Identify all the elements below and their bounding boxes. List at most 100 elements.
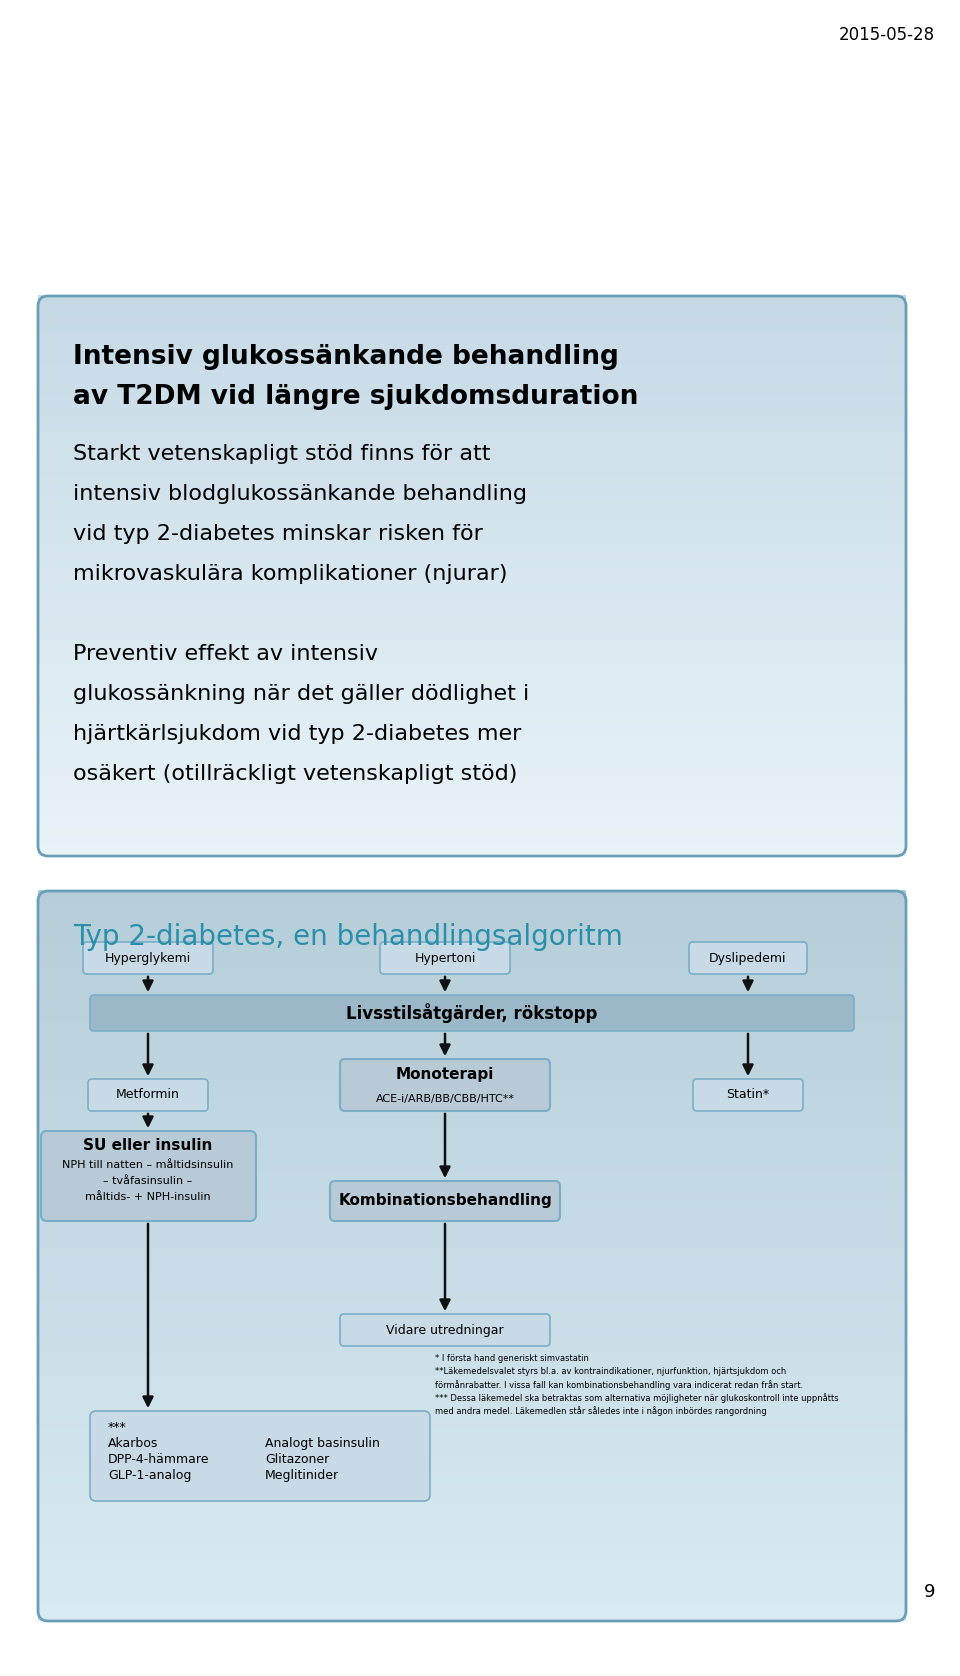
Bar bbox=[38, 1218, 906, 1229]
Bar bbox=[38, 1420, 906, 1430]
Bar bbox=[38, 1083, 906, 1091]
Bar bbox=[38, 900, 906, 910]
Bar bbox=[38, 1539, 906, 1549]
Bar bbox=[38, 1027, 906, 1037]
Bar bbox=[38, 918, 906, 927]
Bar bbox=[38, 548, 906, 555]
Bar bbox=[38, 1265, 906, 1274]
Text: Starkt vetenskapligt stöd finns för att: Starkt vetenskapligt stöd finns för att bbox=[73, 444, 491, 464]
Text: GLP-1-analog: GLP-1-analog bbox=[108, 1468, 191, 1482]
Bar bbox=[38, 533, 906, 541]
Bar bbox=[38, 1019, 906, 1027]
Bar bbox=[38, 302, 906, 310]
Bar bbox=[38, 1512, 906, 1520]
Bar bbox=[38, 1584, 906, 1594]
Bar bbox=[38, 1493, 906, 1502]
Bar bbox=[38, 964, 906, 974]
Text: intensiv blodglukossänkande behandling: intensiv blodglukossänkande behandling bbox=[73, 484, 527, 504]
Bar bbox=[38, 568, 906, 577]
Bar bbox=[38, 359, 906, 365]
Bar bbox=[38, 1319, 906, 1329]
Bar bbox=[38, 540, 906, 548]
Bar bbox=[38, 908, 906, 918]
Bar bbox=[38, 1446, 906, 1456]
Bar bbox=[38, 401, 906, 407]
Bar bbox=[38, 379, 906, 387]
Bar bbox=[38, 786, 906, 793]
Bar bbox=[38, 736, 906, 744]
Text: ***: *** bbox=[108, 1421, 127, 1433]
Bar bbox=[38, 716, 906, 722]
Bar bbox=[38, 1009, 906, 1019]
Bar bbox=[38, 421, 906, 429]
Bar bbox=[38, 1301, 906, 1311]
Bar bbox=[38, 414, 906, 422]
Bar bbox=[38, 1520, 906, 1530]
Bar bbox=[38, 645, 906, 654]
Bar bbox=[38, 1456, 906, 1466]
FancyBboxPatch shape bbox=[693, 1079, 803, 1111]
Bar bbox=[38, 407, 906, 416]
Text: Statin*: Statin* bbox=[727, 1088, 770, 1101]
Bar bbox=[38, 729, 906, 737]
Bar bbox=[38, 330, 906, 339]
Text: * I första hand generiskt simvastatin: * I första hand generiskt simvastatin bbox=[435, 1354, 588, 1363]
Bar bbox=[38, 1401, 906, 1411]
FancyBboxPatch shape bbox=[88, 1079, 208, 1111]
Bar bbox=[38, 927, 906, 937]
Text: 9: 9 bbox=[924, 1584, 935, 1601]
Text: Hyperglykemi: Hyperglykemi bbox=[105, 952, 191, 964]
Bar bbox=[38, 972, 906, 982]
Bar bbox=[38, 429, 906, 436]
Bar bbox=[38, 722, 906, 731]
Bar bbox=[38, 394, 906, 401]
Bar bbox=[38, 1329, 906, 1337]
Bar bbox=[38, 1547, 906, 1557]
Bar bbox=[38, 1438, 906, 1448]
Bar bbox=[38, 1311, 906, 1321]
Bar bbox=[38, 337, 906, 345]
Text: Analogt basinsulin: Analogt basinsulin bbox=[265, 1436, 380, 1450]
FancyBboxPatch shape bbox=[340, 1059, 550, 1111]
Text: 2015-05-28: 2015-05-28 bbox=[839, 27, 935, 44]
Text: ACE-i/ARB/BB/CBB/HTC**: ACE-i/ARB/BB/CBB/HTC** bbox=[375, 1094, 515, 1104]
Bar bbox=[38, 639, 906, 645]
Bar bbox=[38, 659, 906, 667]
FancyBboxPatch shape bbox=[689, 942, 807, 974]
Text: Glitazoner: Glitazoner bbox=[265, 1453, 329, 1465]
Bar bbox=[38, 778, 906, 786]
Bar bbox=[38, 1091, 906, 1101]
Bar bbox=[38, 890, 906, 900]
Bar bbox=[38, 1155, 906, 1165]
Text: DPP-4-hämmare: DPP-4-hämmare bbox=[108, 1453, 209, 1465]
Bar bbox=[38, 513, 906, 520]
Bar bbox=[38, 1001, 906, 1009]
Bar bbox=[38, 1210, 906, 1220]
Bar bbox=[38, 345, 906, 352]
Text: vid typ 2-diabetes minskar risken för: vid typ 2-diabetes minskar risken för bbox=[73, 525, 483, 545]
Text: Dyslipedemi: Dyslipedemi bbox=[709, 952, 787, 964]
Bar bbox=[38, 442, 906, 449]
Text: Vidare utredningar: Vidare utredningar bbox=[386, 1324, 504, 1336]
Text: Preventiv effekt av intensiv: Preventiv effekt av intensiv bbox=[73, 644, 378, 664]
Bar bbox=[38, 764, 906, 773]
FancyBboxPatch shape bbox=[90, 996, 854, 1031]
FancyBboxPatch shape bbox=[380, 942, 510, 974]
Text: osäkert (otillräckligt vetenskapligt stöd): osäkert (otillräckligt vetenskapligt stö… bbox=[73, 764, 517, 784]
Bar bbox=[38, 835, 906, 841]
Bar bbox=[38, 1036, 906, 1046]
Bar bbox=[38, 982, 906, 992]
Text: Akarbos: Akarbos bbox=[108, 1436, 158, 1450]
Bar bbox=[38, 813, 906, 821]
Bar bbox=[38, 1393, 906, 1403]
Bar bbox=[38, 1502, 906, 1512]
Bar bbox=[38, 744, 906, 751]
Bar bbox=[38, 793, 906, 799]
Bar bbox=[38, 610, 906, 618]
Bar bbox=[38, 625, 906, 632]
Text: Metformin: Metformin bbox=[116, 1088, 180, 1101]
Bar bbox=[38, 1430, 906, 1438]
Bar bbox=[38, 667, 906, 674]
Bar bbox=[38, 590, 906, 597]
Bar bbox=[38, 464, 906, 471]
